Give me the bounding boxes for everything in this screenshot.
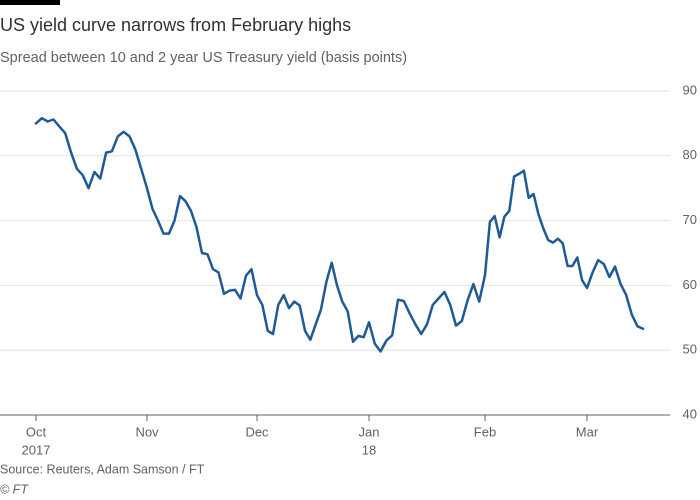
y-tick-label: 40 — [683, 406, 697, 421]
copyright: © FT — [0, 482, 29, 496]
chart-subtitle: Spread between 10 and 2 year US Treasury… — [0, 50, 407, 66]
x-tick-label: Mar — [576, 424, 599, 439]
x-tick-label: Nov — [135, 424, 159, 439]
x-tick-label: Jan — [359, 424, 380, 439]
x-tick-label: Oct — [26, 424, 47, 439]
y-tick-label: 60 — [683, 277, 697, 292]
source: Source: Reuters, Adam Samson / FT — [0, 462, 205, 476]
y-tick-label: 90 — [683, 82, 697, 97]
y-tick-label: 70 — [683, 212, 697, 227]
x-tick-label: Feb — [474, 424, 496, 439]
data-line — [34, 116, 645, 353]
brand-bar — [0, 0, 60, 5]
x-tick-label: Dec — [245, 424, 269, 439]
y-tick-label: 80 — [683, 147, 697, 162]
x-year-label: 2017 — [22, 442, 51, 457]
chart-title: US yield curve narrows from February hig… — [0, 15, 351, 35]
y-tick-label: 50 — [683, 342, 697, 357]
x-year-label: 18 — [362, 442, 376, 457]
